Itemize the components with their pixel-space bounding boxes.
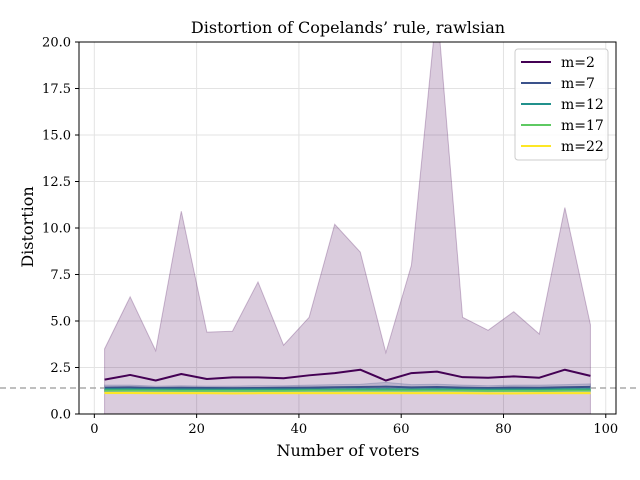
y-tick-label: 2.5	[50, 361, 71, 376]
legend-label: m=7	[561, 76, 595, 92]
x-tick-label: 40	[291, 422, 308, 437]
y-tick-label: 0.0	[50, 408, 71, 423]
y-tick-label: 5.0	[50, 315, 71, 330]
x-tick-label: 20	[188, 422, 205, 437]
y-axis-label: Distortion	[18, 186, 37, 267]
y-tick-label: 15.0	[42, 129, 71, 144]
band-m=2	[104, 42, 591, 414]
legend-label: m=17	[561, 118, 604, 134]
legend-label: m=12	[561, 97, 604, 113]
axis-ticks: 0 20 40 60 80 100 0.0 2.5 5.0 7.5 10.0 12.5 15.0 17.5…	[42, 36, 618, 438]
line-m=2	[104, 368, 591, 382]
y-tick-label: 20.0	[42, 36, 71, 51]
x-tick-label: 0	[90, 422, 98, 437]
legend-label: m=2	[561, 55, 595, 71]
series-lines	[104, 368, 591, 395]
legend-label: m=22	[561, 139, 604, 155]
y-tick-label: 17.5	[42, 82, 71, 97]
chart-title: Distortion of Copelands’ rule, rawlsian	[191, 18, 505, 37]
y-tick-label: 12.5	[42, 175, 71, 190]
x-tick-label: 100	[593, 422, 618, 437]
legend-box	[514, 48, 609, 161]
y-tick-label: 7.5	[50, 268, 71, 283]
line-m=7	[104, 385, 591, 390]
y-tick-label: 10.0	[42, 222, 71, 237]
legend: m=2 m=7 m=12 m=17 m=22	[514, 48, 609, 161]
x-tick-label: 60	[393, 422, 410, 437]
x-tick-label: 80	[495, 422, 512, 437]
x-axis-label: Number of voters	[277, 441, 420, 460]
